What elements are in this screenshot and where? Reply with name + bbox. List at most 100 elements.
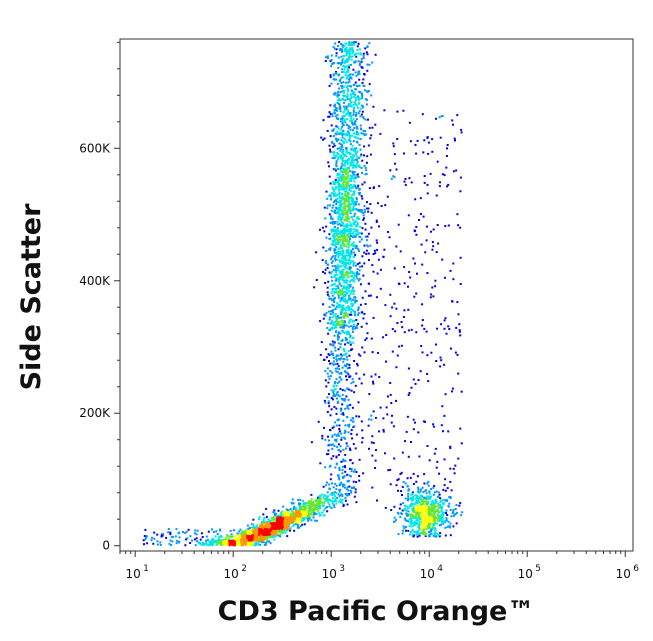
scatter-point [348,201,351,204]
scatter-point [342,360,345,363]
scatter-point [301,505,304,508]
scatter-point [323,494,326,497]
scatter-point [302,500,304,502]
scatter-point [332,443,335,446]
scatter-point [347,252,350,255]
scatter-point [329,370,332,372]
scatter-point [327,501,330,504]
scatter-point [352,443,355,446]
scatter-point [421,486,424,489]
scatter-point [325,250,328,252]
scatter-point [335,71,337,73]
scatter-point [331,290,334,293]
scatter-point [440,510,443,513]
scatter-point [261,522,264,525]
scatter-point [238,540,241,542]
scatter-point [443,519,446,522]
scatter-point [346,406,349,409]
scatter-point [407,529,410,532]
scatter-point [329,60,332,63]
scatter-point [445,166,448,169]
scatter-point [352,41,355,43]
scatter-point [340,176,343,179]
scatter-point [261,529,264,532]
scatter-point [401,529,404,532]
scatter-point [345,112,348,115]
scatter-point [344,225,347,228]
scatter-point [341,160,344,163]
scatter-point [294,520,297,523]
scatter-point [318,507,321,510]
scatter-point [286,513,289,516]
scatter-point [402,316,405,318]
scatter-point [375,221,378,223]
scatter-point [327,353,330,356]
scatter-point [340,276,343,278]
scatter-point [282,512,284,515]
scatter-point [364,173,367,176]
scatter-point [185,538,187,541]
scatter-point [345,169,348,172]
scatter-point [362,472,365,475]
scatter-point [357,248,360,250]
scatter-point [287,517,290,519]
scatter-point [355,113,358,116]
scatter-point [343,91,345,94]
scatter-point [339,207,342,210]
scatter-point [376,248,379,251]
scatter-point [274,535,277,538]
scatter-point [347,139,350,142]
scatter-point [417,515,420,518]
scatter-point [366,332,369,335]
scatter-point [355,225,358,228]
scatter-point [448,496,451,499]
scatter-point [333,445,336,448]
scatter-point [331,191,334,194]
scatter-point [348,78,350,81]
scatter-point [351,123,354,126]
scatter-point [340,259,343,262]
scatter-point [331,327,334,330]
scatter-point [328,483,331,486]
scatter-point [248,533,251,536]
scatter-point [344,171,347,173]
scatter-point [337,443,340,446]
scatter-point [446,185,449,188]
scatter-point [260,524,263,527]
scatter-point [358,101,361,104]
scatter-point [425,499,428,502]
scatter-point [368,393,371,396]
scatter-point [279,530,282,532]
scatter-point [341,84,344,87]
scatter-point [356,151,359,154]
scatter-point [358,249,360,252]
scatter-point [323,498,326,501]
scatter-point [338,94,340,97]
scatter-point [203,543,206,546]
scatter-point [422,491,425,494]
scatter-point [333,321,336,324]
scatter-point [346,267,349,270]
scatter-point [340,296,343,299]
scatter-point [410,441,412,443]
scatter-point [346,473,349,476]
scatter-point [346,233,349,236]
scatter-point [426,495,429,498]
scatter-point [358,278,361,281]
scatter-point [348,321,351,324]
scatter-point [346,67,349,70]
scatter-point [456,353,459,356]
scatter-point [354,384,357,387]
scatter-point [329,150,332,153]
scatter-point [347,69,350,72]
scatter-point [417,505,420,508]
scatter-point [342,308,344,311]
scatter-point [349,48,352,51]
scatter-point [332,135,335,137]
scatter-point [437,495,439,498]
scatter-point [341,468,344,471]
scatter-point [343,118,346,121]
scatter-point [343,258,346,261]
scatter-point [307,504,310,507]
scatter-point [260,521,263,523]
